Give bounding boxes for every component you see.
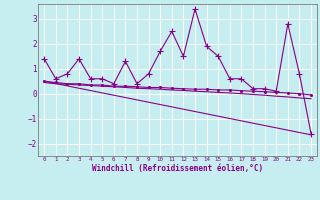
X-axis label: Windchill (Refroidissement éolien,°C): Windchill (Refroidissement éolien,°C) bbox=[92, 164, 263, 173]
